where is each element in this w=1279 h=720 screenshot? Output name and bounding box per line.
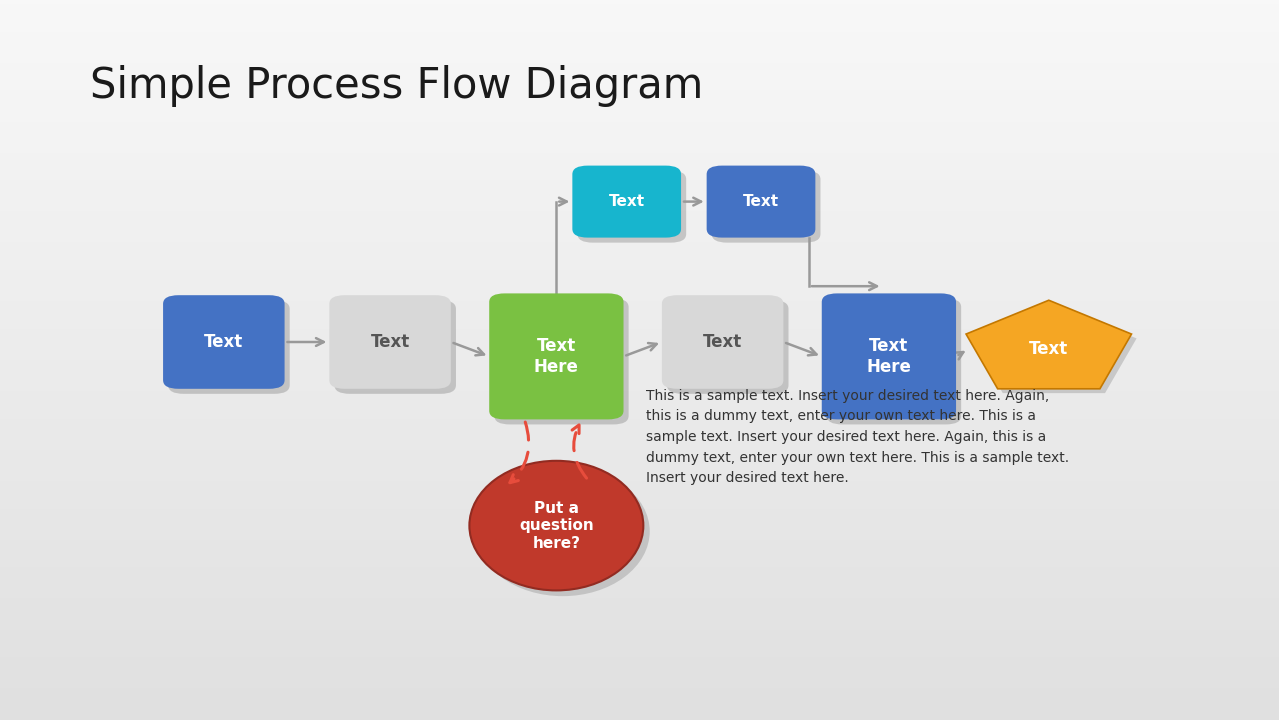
FancyBboxPatch shape <box>826 299 962 424</box>
Polygon shape <box>971 305 1137 393</box>
Text: Text: Text <box>743 194 779 209</box>
FancyBboxPatch shape <box>169 300 289 394</box>
Text: Text: Text <box>1030 340 1068 358</box>
FancyBboxPatch shape <box>489 294 623 419</box>
FancyBboxPatch shape <box>663 295 783 389</box>
FancyBboxPatch shape <box>578 171 686 243</box>
FancyBboxPatch shape <box>711 171 821 243</box>
FancyBboxPatch shape <box>706 166 816 238</box>
Text: Text
Here: Text Here <box>866 337 912 376</box>
Ellipse shape <box>469 461 643 590</box>
FancyBboxPatch shape <box>330 295 451 389</box>
FancyBboxPatch shape <box>335 300 457 394</box>
Polygon shape <box>966 300 1132 389</box>
Text: This is a sample text. Insert your desired text here. Again,
this is a dummy tex: This is a sample text. Insert your desir… <box>646 389 1069 485</box>
Text: Text: Text <box>609 194 645 209</box>
Text: Text
Here: Text Here <box>533 337 579 376</box>
Ellipse shape <box>476 467 650 596</box>
Text: Text: Text <box>703 333 742 351</box>
FancyBboxPatch shape <box>572 166 680 238</box>
Text: Put a
question
here?: Put a question here? <box>519 500 593 551</box>
FancyBboxPatch shape <box>821 294 955 419</box>
Text: Text: Text <box>371 333 409 351</box>
Text: Simple Process Flow Diagram: Simple Process Flow Diagram <box>90 65 702 107</box>
Text: Text: Text <box>205 333 243 351</box>
FancyBboxPatch shape <box>494 299 629 424</box>
FancyBboxPatch shape <box>668 300 788 394</box>
FancyBboxPatch shape <box>164 295 284 389</box>
